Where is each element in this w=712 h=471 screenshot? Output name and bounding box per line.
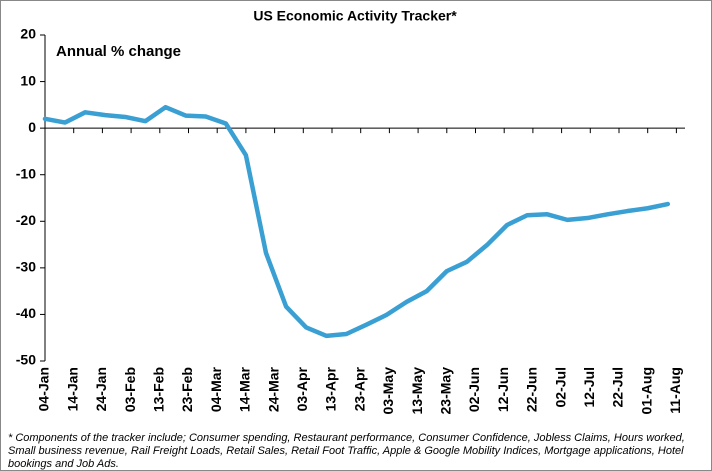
x-tick-label: 23-May (437, 367, 453, 415)
x-tick-label: 24-Jan (93, 367, 109, 411)
y-tick-label: -40 (16, 305, 36, 321)
y-tick-label: 10 (20, 72, 36, 88)
x-tick-label: 04-Jan (36, 367, 52, 411)
x-tick-label: 01-Aug (638, 367, 654, 414)
x-tick-label: 03-May (380, 367, 396, 415)
x-tick-label: 12-Jul (581, 367, 597, 407)
x-tick-label: 23-Feb (179, 367, 195, 412)
x-tick-label: 24-Mar (265, 366, 281, 412)
y-tick-label: -20 (16, 212, 36, 228)
annotation: Annual % change (56, 43, 181, 60)
x-tick-label: 13-Feb (151, 367, 167, 412)
y-tick-label: -10 (16, 165, 36, 181)
x-tick-label: 13-Apr (323, 366, 339, 411)
x-tick-label: 04-Mar (208, 366, 224, 412)
x-tick-label: 14-Mar (237, 366, 253, 412)
chart-title: US Economic Activity Tracker* (253, 8, 457, 24)
line (42, 104, 671, 339)
y-tick-label: 20 (20, 26, 36, 42)
x-tick-label: 13-May (409, 367, 425, 415)
x-tick-label: 23-Apr (351, 366, 367, 411)
footnote: * Components of the tracker include; Con… (8, 432, 685, 470)
x-tick-label: 22-Jul (610, 367, 626, 407)
x-tick-label: 11-Aug (667, 367, 683, 414)
x-tick-label: 22-Jun (524, 367, 540, 412)
x-tick-label: 02-Jul (552, 367, 568, 407)
y-tick-label: -30 (16, 259, 36, 275)
y-tick-label: 0 (28, 119, 36, 135)
x-tick-label: 03-Feb (122, 367, 138, 412)
chart: US Economic Activity Tracker* Annual % c… (16, 8, 685, 415)
x-tick-label: 12-Jun (495, 367, 511, 412)
y-tick-label: -50 (16, 352, 36, 368)
x-tick-label: 14-Jan (64, 367, 80, 411)
x-tick-label: 03-Apr (294, 366, 310, 411)
x-tick-label: 02-Jun (466, 367, 482, 412)
